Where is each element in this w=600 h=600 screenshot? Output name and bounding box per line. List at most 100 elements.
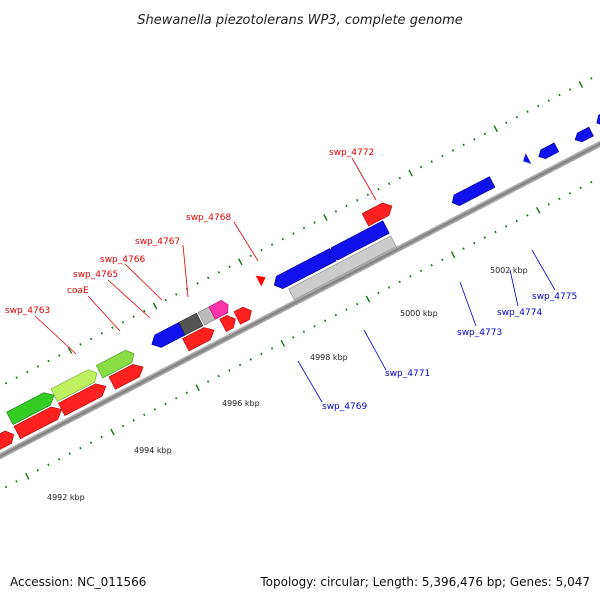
gene-feature[interactable] — [57, 380, 109, 417]
minor-tick — [58, 354, 61, 357]
minor-tick — [356, 199, 359, 202]
minor-tick — [121, 320, 125, 324]
gene-feature[interactable] — [594, 101, 600, 128]
minor-tick — [238, 363, 242, 367]
minor-tick — [175, 397, 178, 400]
minor-tick — [313, 221, 316, 224]
minor-tick — [547, 203, 550, 206]
minor-tick — [281, 237, 284, 241]
major-tick — [535, 206, 541, 214]
gene-feature[interactable] — [271, 248, 337, 292]
gene-feature[interactable] — [255, 272, 269, 287]
minor-tick — [260, 248, 263, 252]
minor-tick — [590, 180, 593, 184]
gene-label[interactable]: swp_4768 — [186, 213, 231, 223]
major-tick — [110, 428, 115, 436]
scale-label: 4998 kbp — [310, 353, 348, 362]
minor-tick — [537, 104, 540, 108]
gene-feature[interactable] — [178, 312, 204, 336]
gene-label[interactable]: swp_4765 — [73, 270, 118, 280]
major-tick — [280, 339, 286, 347]
minor-tick — [387, 286, 391, 289]
minor-tick — [547, 99, 550, 102]
scale-label: 5002 kbp — [490, 266, 528, 275]
gene-feature[interactable] — [0, 428, 17, 453]
minor-tick — [217, 374, 220, 378]
minor-tick — [494, 230, 497, 234]
inner-tick-row — [4, 180, 593, 489]
accession-text: Accession: NC_011566 — [10, 575, 146, 589]
genome-backbone — [0, 103, 600, 497]
minor-tick — [79, 446, 82, 450]
minor-tick — [292, 336, 295, 339]
minor-tick — [143, 413, 146, 417]
minor-tick — [419, 269, 423, 273]
rna-gene-feature[interactable] — [50, 367, 100, 402]
minor-tick — [47, 463, 50, 467]
major-tick — [195, 384, 200, 392]
minor-tick — [366, 193, 370, 197]
major-tick — [408, 169, 413, 177]
label-callouts — [34, 157, 556, 403]
gene-feature[interactable] — [182, 324, 218, 352]
minor-tick — [207, 276, 210, 280]
minor-tick — [206, 380, 210, 383]
minor-tick — [132, 419, 135, 422]
minor-tick — [47, 359, 50, 363]
minor-tick — [558, 197, 561, 201]
gene-feature[interactable] — [573, 126, 594, 144]
minor-tick — [228, 369, 231, 372]
gene-label[interactable]: swp_4767 — [135, 237, 180, 247]
minor-tick — [430, 264, 433, 267]
gene-label[interactable]: swp_4775 — [532, 292, 577, 302]
minor-tick — [132, 315, 135, 318]
minor-tick — [505, 121, 508, 124]
rna-gene-feature[interactable] — [95, 347, 137, 379]
minor-tick — [441, 258, 444, 262]
major-tick — [578, 81, 584, 88]
gene-label[interactable]: swp_4772 — [329, 148, 374, 158]
minor-tick — [345, 204, 348, 208]
gene-feature[interactable] — [536, 142, 560, 161]
minor-tick — [57, 457, 61, 461]
gene-feature[interactable] — [13, 403, 65, 440]
gene-label[interactable]: swp_4769 — [322, 402, 367, 412]
gene-label[interactable]: swp_4773 — [457, 328, 502, 338]
scale-label: 5000 kbp — [400, 309, 438, 318]
gene-feature[interactable] — [149, 322, 186, 351]
minor-tick — [100, 435, 103, 439]
major-tick — [450, 251, 456, 259]
gene-feature[interactable] — [326, 220, 390, 263]
gene-label[interactable]: coaE — [67, 286, 89, 296]
scale-label: 4992 kbp — [47, 493, 85, 502]
minor-tick — [175, 293, 178, 296]
gene-feature[interactable] — [208, 299, 231, 320]
forward-strand-genes — [6, 200, 395, 440]
gene-feature[interactable] — [108, 361, 147, 390]
gene-feature[interactable] — [520, 153, 532, 166]
gene-feature[interactable] — [233, 304, 255, 325]
rna-gene-feature[interactable] — [6, 389, 58, 425]
topology-text: Topology: circular; Length: 5,396,476 bp… — [259, 575, 590, 589]
gene-feature[interactable] — [219, 313, 239, 333]
scale-label: 4996 kbp — [222, 399, 260, 408]
minor-tick — [568, 88, 572, 91]
minor-tick — [228, 265, 231, 269]
minor-tick — [260, 352, 263, 356]
gene-label[interactable]: swp_4763 — [5, 306, 50, 316]
gene-feature[interactable] — [288, 235, 397, 301]
gene-feature[interactable] — [450, 176, 496, 208]
gene-label[interactable]: swp_4774 — [497, 308, 542, 318]
minor-tick — [79, 343, 82, 346]
minor-tick — [302, 330, 306, 334]
gene-label[interactable]: swp_4771 — [385, 369, 430, 379]
minor-tick — [526, 214, 529, 217]
minor-tick — [377, 291, 380, 295]
minor-tick — [568, 192, 572, 195]
major-tick — [25, 472, 30, 480]
minor-tick — [387, 182, 391, 185]
minor-tick — [377, 187, 380, 191]
gene-label[interactable]: swp_4766 — [100, 255, 145, 265]
gene-feature[interactable] — [361, 200, 395, 227]
minor-tick — [217, 271, 221, 274]
